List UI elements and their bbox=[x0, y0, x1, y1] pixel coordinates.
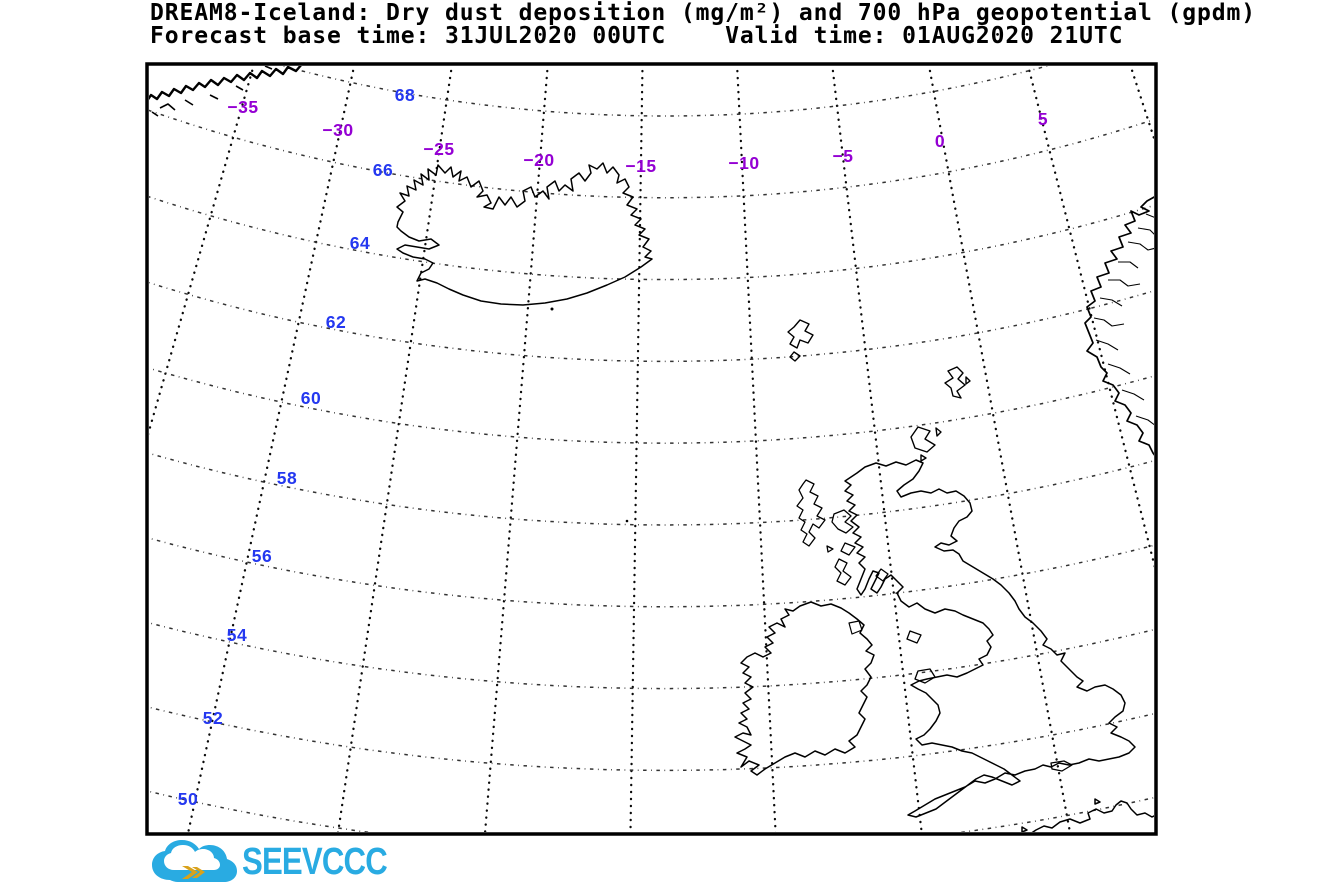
lon-label-0: 0 bbox=[935, 131, 945, 151]
anglesey-coastline bbox=[914, 668, 936, 684]
lat-label-66: 66 bbox=[373, 160, 393, 180]
lat-label-52: 52 bbox=[203, 708, 223, 728]
arran-coastline bbox=[875, 568, 889, 582]
isle-of-wight-coastline bbox=[1050, 760, 1073, 772]
lough-neagh-coastline bbox=[848, 620, 863, 635]
lat-label-50: 50 bbox=[178, 789, 198, 809]
lat-label-68: 68 bbox=[395, 85, 415, 105]
ireland-coastline bbox=[734, 601, 875, 776]
lat-label-54: 54 bbox=[227, 625, 247, 645]
orkney-coastline bbox=[910, 426, 942, 462]
outer-hebrides-coastline bbox=[796, 479, 826, 547]
shetland-coastline bbox=[944, 366, 971, 399]
lon-label-−30: −30 bbox=[322, 120, 353, 140]
meridian-0 bbox=[927, 66, 1072, 832]
meridian--5 bbox=[831, 66, 923, 832]
graticule bbox=[149, 66, 1154, 832]
parallel-50 bbox=[149, 790, 1154, 832]
logo-text: SEEVCCC bbox=[242, 841, 388, 883]
lon-label-−10: −10 bbox=[728, 153, 759, 173]
faroe-islands-coastline bbox=[787, 319, 814, 362]
isle-of-man-coastline bbox=[906, 630, 922, 644]
lon-label-−5: −5 bbox=[833, 146, 854, 166]
meridian--35 bbox=[149, 66, 255, 436]
parallel-58 bbox=[149, 452, 1154, 526]
cloud-inner-white bbox=[164, 845, 220, 870]
map-inner bbox=[149, 66, 1154, 832]
meridian--20 bbox=[483, 66, 549, 832]
greenland-islets-coastline bbox=[151, 66, 273, 117]
islay-jura-coastline bbox=[834, 558, 852, 586]
lon-label-−35: −35 bbox=[227, 97, 258, 117]
meridian-5 bbox=[1026, 66, 1154, 569]
title-line-2: Forecast base time: 31JUL2020 00UTC Vali… bbox=[150, 23, 1124, 49]
meridian-10 bbox=[1129, 66, 1154, 142]
lon-label-−20: −20 bbox=[523, 150, 554, 170]
cloud-logo-icon bbox=[152, 840, 237, 882]
lat-label-56: 56 bbox=[252, 546, 272, 566]
lon-label-5: 5 bbox=[1038, 109, 1048, 129]
meridian--15 bbox=[629, 66, 644, 832]
skye-coastline bbox=[831, 509, 854, 534]
parallel-52 bbox=[149, 706, 1154, 772]
grid-labels: −35 −30 −25 −20 −15 −10 −5 0 5 68 66 64 62 60 58 56 54 52… bbox=[178, 85, 1048, 809]
parallel-66 bbox=[149, 109, 1154, 199]
norway-coast-coastline bbox=[1084, 196, 1154, 456]
seevccc-logo: SEEVCCC bbox=[148, 840, 419, 884]
lat-label-60: 60 bbox=[301, 388, 321, 408]
lat-label-62: 62 bbox=[326, 312, 346, 332]
great-britain-coastline bbox=[844, 459, 1136, 818]
meridian--10 bbox=[735, 66, 777, 832]
france-coast-coastline bbox=[1021, 798, 1154, 832]
iceland-coastline bbox=[396, 162, 653, 306]
parallel-64 bbox=[149, 196, 1154, 281]
mull-coastline bbox=[826, 542, 856, 556]
rockall-islet bbox=[625, 519, 629, 523]
parallel-56 bbox=[149, 537, 1154, 608]
parallel-54 bbox=[149, 622, 1154, 690]
coastlines bbox=[149, 66, 1154, 832]
greenland-coast-coastline bbox=[149, 66, 302, 101]
lat-label-58: 58 bbox=[277, 468, 297, 488]
vestmannaeyjar-islet bbox=[550, 307, 554, 311]
arrow-chevron-2 bbox=[192, 867, 205, 878]
plot-title: DREAM8-Iceland: Dry dust deposition (mg/… bbox=[150, 2, 1256, 48]
meridian--25 bbox=[336, 66, 454, 832]
norway-fjords-coastline bbox=[1093, 213, 1154, 426]
lon-label-−25: −25 bbox=[423, 139, 454, 159]
lon-label-−15: −15 bbox=[625, 156, 656, 176]
title-line-1: DREAM8-Iceland: Dry dust deposition (mg/… bbox=[150, 0, 1257, 26]
lat-label-64: 64 bbox=[350, 233, 370, 253]
map-frame bbox=[145, 62, 1158, 836]
parallel-60 bbox=[149, 367, 1154, 444]
meridian--40 bbox=[149, 66, 151, 70]
arrow-chevron-1 bbox=[182, 866, 198, 879]
